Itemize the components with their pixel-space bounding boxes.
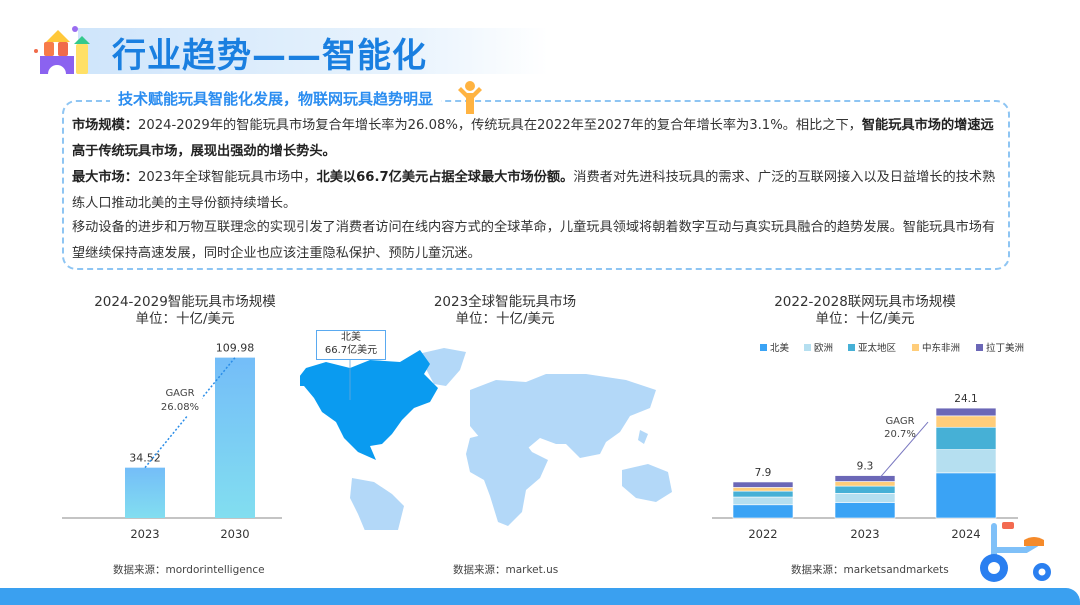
bar-segment-2024	[935, 472, 997, 519]
bar-segment-2022	[732, 490, 794, 498]
bar-segment-2023	[834, 485, 896, 494]
bar-segment-2022	[732, 487, 794, 492]
annotation-text: 20.7%	[884, 429, 916, 440]
legend-swatch	[912, 344, 919, 351]
bar-2023	[125, 467, 165, 518]
bar-segment-2023	[834, 481, 896, 487]
total-label: 9.3	[857, 461, 874, 473]
world-map	[300, 348, 672, 530]
chart3-title: 2022-2028联网玩具市场规模 单位：十亿/美元	[740, 294, 990, 328]
bar-segment-2022	[732, 496, 794, 506]
chart3-source: 数据来源：marketsandmarkets	[791, 564, 949, 576]
text: 2023年全球智能玩具市场中，	[137, 170, 317, 185]
bar-segment-2022	[732, 481, 794, 488]
summary-box	[62, 100, 1010, 270]
bar-2030	[215, 357, 255, 518]
legend-swatch	[760, 344, 767, 351]
unit: 单位：十亿/美元	[455, 311, 555, 327]
legend-label: 拉丁美洲	[986, 342, 1024, 354]
legend-label: 欧洲	[814, 342, 833, 354]
bar-segment-2024	[935, 426, 997, 450]
summary-subtitle: 技术赋能玩具智能化发展，物联网玩具趋势明显	[110, 88, 442, 109]
data-label: 109.98	[216, 342, 255, 355]
legend-label: 中东非洲	[922, 342, 960, 354]
value: 66.7亿美元	[324, 345, 378, 356]
greenland	[418, 348, 466, 386]
bar-segment-2022	[732, 504, 794, 519]
page-title: 行业趋势——智能化	[112, 36, 427, 76]
legend-label: 北美	[770, 342, 790, 354]
chart1-bar-chart: 34.52 2023 109.98 2030 GAGR 26.08%	[62, 342, 282, 541]
legend-swatch	[848, 344, 855, 351]
bar-segment-2024	[935, 449, 997, 474]
unit: 单位：十亿/美元	[135, 311, 235, 327]
bar-segment-2023	[834, 493, 896, 503]
x-tick-label: 2023	[850, 527, 879, 541]
x-tick-label: 2024	[951, 527, 980, 541]
text: 消费者对先进科技玩具的需求、广泛的互联网接入以及日益增长的技术熟练人口推动北美的…	[72, 170, 996, 211]
bar-segment-2023	[834, 502, 896, 519]
text: 2024-2029年的智能玩具市场复合年增长率为26.08%，传统玩具在2022…	[137, 118, 862, 133]
annotation-bg	[152, 382, 202, 416]
person-icon	[458, 81, 482, 114]
legend-swatch	[976, 344, 983, 351]
japan	[638, 430, 648, 444]
total-label: 7.9	[755, 467, 772, 479]
bar-segment-2023	[834, 475, 896, 482]
region: 北美	[341, 332, 361, 343]
north-america-callout: 北美 66.7亿美元	[316, 330, 386, 360]
title: 2023全球智能玩具市场	[433, 294, 577, 310]
legend-label: 亚太地区	[858, 342, 897, 354]
bar-segment-2024	[935, 415, 997, 428]
title-banner	[78, 28, 548, 74]
x-tick-label: 2022	[748, 527, 777, 541]
legend-swatch	[804, 344, 811, 351]
x-tick-label: 2023	[130, 527, 159, 541]
x-tick-label: 2030	[220, 527, 249, 541]
highlight: 智能玩具市场的增速远高于传统玩具市场，展现出强劲的增长势头。	[72, 118, 994, 159]
annotation-text: GAGR	[885, 416, 914, 427]
africa	[466, 432, 548, 526]
australia	[622, 464, 672, 502]
north-america-highlight	[300, 350, 438, 460]
chart1-title: 2024-2029智能玩具市场规模 单位：十亿/美元	[60, 294, 310, 328]
label: 最大市场：	[72, 170, 138, 185]
cagr-line	[879, 421, 929, 478]
toy-blocks-icon	[34, 26, 90, 74]
chart2-source: 数据来源：market.us	[453, 564, 559, 576]
data-label: 34.52	[129, 452, 161, 465]
unit: 单位：十亿/美元	[815, 311, 915, 327]
annotation-text: GAGR	[165, 388, 194, 399]
chart3-stacked-bar-chart: 北美 欧洲 亚太地区 中东非洲 拉丁美洲 7.9 2022 9.3 2023 24.1 2024 GA…	[712, 342, 1024, 541]
trend-paragraph: 移动设备的进步和万物互联理念的实现引发了消费者访问在线内容方式的全球革命，儿童玩…	[72, 220, 996, 261]
highlight: 北美以66.7亿美元占据全球最大市场份额。	[316, 170, 574, 185]
tricycle-icon	[980, 522, 1051, 582]
market-size-paragraph: 市场规模：2024-2029年的智能玩具市场复合年增长率为26.08%，传统玩具…	[72, 113, 1002, 165]
total-label: 24.1	[954, 393, 977, 405]
footer-bar	[0, 588, 1080, 605]
chart1-source: 数据来源：mordorintelligence	[113, 564, 265, 576]
bar-segment-2024	[935, 407, 997, 417]
chart2-title: 2023全球智能玩具市场 单位：十亿/美元	[380, 294, 630, 328]
annotation-text: 26.08%	[161, 402, 199, 413]
title: 2024-2029智能玩具市场规模	[94, 294, 276, 310]
title: 2022-2028联网玩具市场规模	[774, 294, 956, 310]
label: 市场规模：	[72, 118, 138, 133]
south-america	[350, 478, 404, 530]
largest-market-paragraph: 最大市场：2023年全球智能玩具市场中，北美以66.7亿美元占据全球最大市场份额…	[72, 165, 1002, 217]
